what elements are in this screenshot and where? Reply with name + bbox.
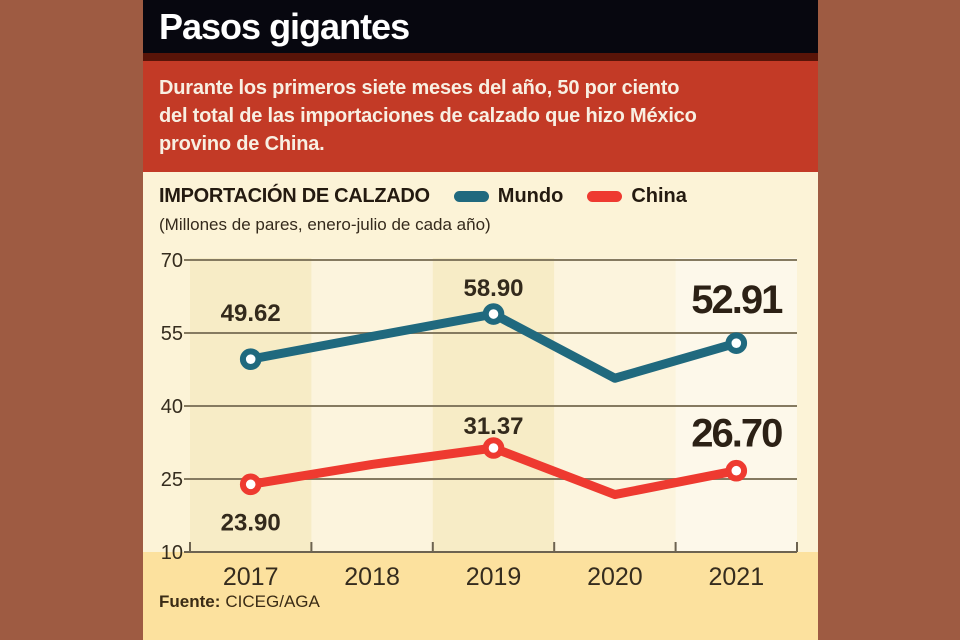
infographic-card: Pasos gigantes Durante los primeros siet…	[143, 0, 818, 640]
y-tick-label: 25	[161, 469, 183, 491]
y-tick-label: 10	[161, 542, 183, 564]
title-bar: Pasos gigantes	[143, 0, 818, 53]
year-label: 2021	[708, 563, 764, 591]
x-axis-band	[143, 552, 818, 640]
legend-item-mundo: Mundo	[453, 185, 564, 208]
source-prefix: Fuente:	[159, 592, 221, 611]
chart-title: IMPORTACIÓN DE CALZADO	[159, 185, 430, 207]
mundo-marker	[239, 348, 262, 370]
y-tick-label: 70	[161, 250, 183, 272]
year-label: 2017	[223, 563, 279, 591]
year-label: 2020	[587, 563, 643, 591]
china-legend-swatch	[587, 191, 623, 202]
mundo-legend-swatch	[453, 191, 489, 202]
intro-banner: Durante los primeros siete meses del año…	[143, 53, 818, 172]
china-value-label: 31.37	[463, 413, 523, 440]
import-line-chart: 70 55 40 25 10 49.62 58.90 52.91 23.90 31.37 26.70…	[143, 250, 818, 640]
mundo-value-label: 52.91	[691, 278, 783, 322]
y-tick-label: 55	[161, 323, 183, 345]
chart-area: IMPORTACIÓN DE CALZADO Mundo China (Mill…	[143, 172, 818, 640]
legend-item-china: China	[587, 185, 687, 208]
mundo-value-label: 49.62	[221, 300, 281, 327]
chart-header: IMPORTACIÓN DE CALZADO Mundo China	[143, 172, 818, 208]
legend-label-mundo: Mundo	[497, 185, 564, 207]
china-marker	[239, 473, 262, 496]
china-marker	[482, 437, 505, 459]
intro-text: Durante los primeros siete meses del año…	[159, 77, 697, 155]
source-line: Fuente: CICEG/AGA	[159, 592, 320, 612]
mundo-marker	[482, 303, 505, 325]
mundo-value-label: 58.90	[463, 275, 523, 302]
china-value-label: 26.70	[691, 412, 782, 456]
legend-label-china: China	[631, 185, 687, 207]
mundo-marker	[725, 332, 748, 354]
china-marker	[725, 459, 748, 482]
page-title: Pasos gigantes	[159, 5, 410, 47]
y-tick-label: 40	[161, 396, 183, 418]
year-label: 2018	[344, 563, 400, 591]
source-text: CICEG/AGA	[225, 592, 320, 611]
year-label: 2019	[466, 563, 522, 591]
chart-subtitle: (Millones de pares, enero-julio de cada …	[159, 215, 491, 234]
china-value-label: 23.90	[221, 509, 281, 536]
